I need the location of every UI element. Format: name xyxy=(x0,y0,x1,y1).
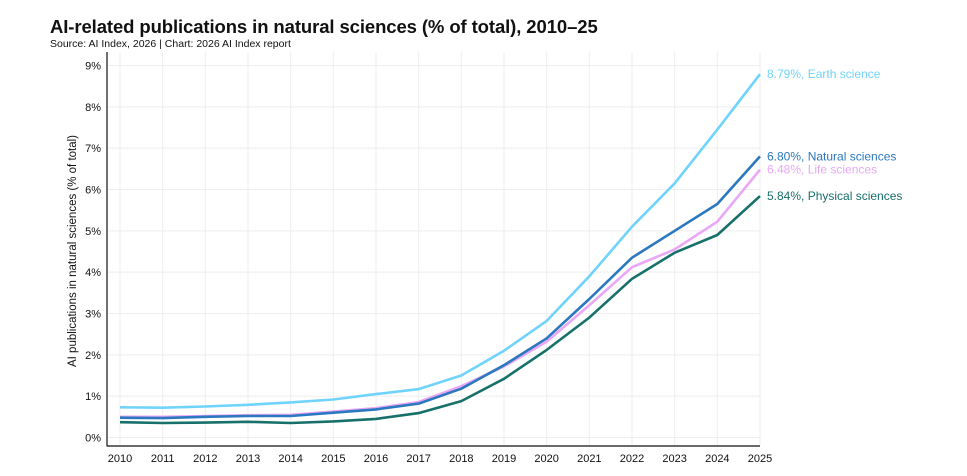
series-line-life-sciences xyxy=(120,168,762,419)
end-label-physical-sciences: 5.84%, Physical sciences xyxy=(767,189,902,203)
x-tick-label: 2021 xyxy=(577,453,601,465)
y-tick-label: 5% xyxy=(85,226,101,238)
y-tick-label: 4% xyxy=(85,267,101,279)
y-tick-label: 3% xyxy=(85,309,101,321)
y-axis-label: AI publications in natural sciences (% o… xyxy=(67,135,79,367)
end-label-natural-sciences: 6.80%, Natural sciences xyxy=(767,149,896,163)
series-lines xyxy=(119,73,762,425)
y-tick-label: 9% xyxy=(85,61,101,73)
labels: 8.79%, Earth science 6.80%, Natural scien… xyxy=(767,67,902,203)
axes: 0% 1% 2% 3% 4% 5% 6% 7% 8% 9% 2010 2011 2012 2013 2014… xyxy=(85,52,772,465)
x-tick-label: 2022 xyxy=(620,453,644,465)
x-tick-label: 2017 xyxy=(406,453,430,465)
x-tick-label: 2019 xyxy=(492,453,516,465)
x-tick-label: 2016 xyxy=(364,453,388,465)
x-tick-label: 2018 xyxy=(449,453,473,465)
end-label-earth-science: 8.79%, Earth science xyxy=(767,67,881,81)
chart-source: Source: AI Index, 2026 | Chart: 2026 AI … xyxy=(50,38,291,50)
x-tick-label: 2011 xyxy=(151,453,175,465)
gridlines xyxy=(108,52,761,446)
y-tick-label: 2% xyxy=(85,350,101,362)
x-tick-label: 2020 xyxy=(534,453,558,465)
x-tick-label: 2012 xyxy=(193,453,217,465)
series-line-physical-sciences xyxy=(119,195,761,425)
y-tick-label: 7% xyxy=(85,143,101,155)
x-tick-label: 2024 xyxy=(705,453,729,465)
x-tick-label: 2010 xyxy=(108,453,132,465)
x-tick-label: 2023 xyxy=(662,453,686,465)
x-tick-label: 2014 xyxy=(278,453,302,465)
y-tick-label: 0% xyxy=(85,433,101,445)
series-line-earth-science xyxy=(119,73,762,409)
series-line-natural-sciences xyxy=(119,155,761,420)
chart-title: AI-related publications in natural scien… xyxy=(50,16,598,37)
y-tick-label: 8% xyxy=(85,102,101,114)
y-tick-label: 1% xyxy=(85,391,101,403)
y-tick-label: 6% xyxy=(85,185,101,197)
end-label-life-sciences: 6.48%, Life sciences xyxy=(767,163,877,177)
x-tick-label: 2015 xyxy=(321,453,345,465)
x-tick-label: 2013 xyxy=(236,453,260,465)
x-tick-label: 2025 xyxy=(748,453,772,465)
